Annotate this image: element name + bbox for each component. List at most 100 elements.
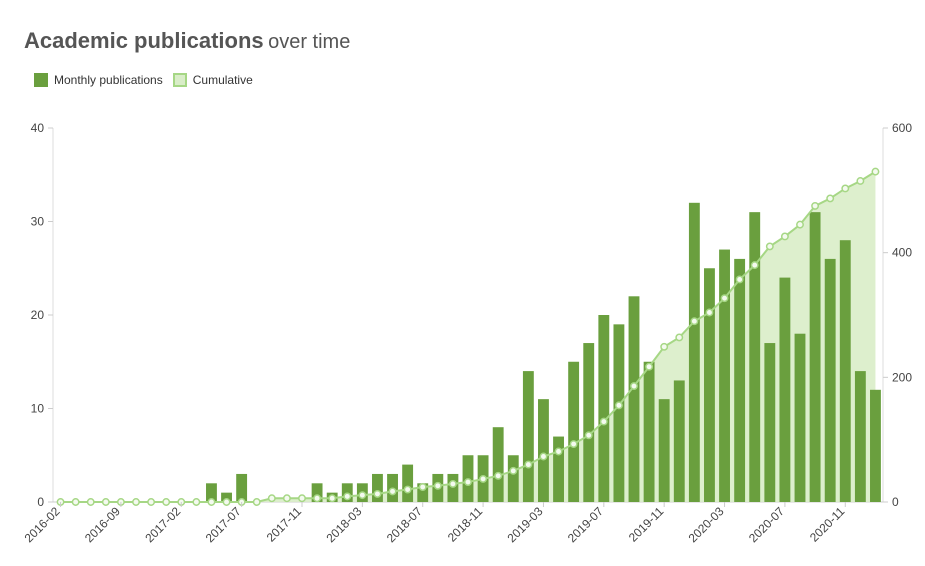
monthly-bar bbox=[719, 250, 730, 502]
cumulative-point bbox=[797, 221, 803, 227]
monthly-bar bbox=[613, 324, 624, 502]
cumulative-point bbox=[389, 488, 395, 494]
y-left-tick-label: 20 bbox=[31, 308, 45, 322]
monthly-bar bbox=[855, 371, 866, 502]
monthly-bar bbox=[553, 437, 564, 502]
cumulative-point bbox=[601, 418, 607, 424]
cumulative-point bbox=[435, 483, 441, 489]
y-left-tick-label: 10 bbox=[31, 402, 45, 416]
monthly-bar bbox=[629, 296, 640, 502]
cumulative-point bbox=[163, 499, 169, 505]
cumulative-point bbox=[782, 233, 788, 239]
cumulative-point bbox=[299, 495, 305, 501]
monthly-bar bbox=[749, 212, 760, 502]
cumulative-point bbox=[767, 243, 773, 249]
x-tick-label: 2019-11 bbox=[626, 504, 667, 545]
x-tick-label: 2016-09 bbox=[82, 504, 123, 545]
x-tick-label: 2017-07 bbox=[203, 504, 244, 545]
monthly-bar bbox=[568, 362, 579, 502]
cumulative-point bbox=[736, 276, 742, 282]
cumulative-point bbox=[374, 491, 380, 497]
cumulative-point bbox=[193, 499, 199, 505]
monthly-bar bbox=[493, 427, 504, 502]
cumulative-point bbox=[676, 334, 682, 340]
cumulative-point bbox=[495, 473, 501, 479]
cumulative-point bbox=[525, 461, 531, 467]
y-right-tick-label: 0 bbox=[892, 495, 899, 509]
monthly-bar bbox=[659, 399, 670, 502]
monthly-bar bbox=[402, 465, 413, 502]
monthly-bar bbox=[689, 203, 700, 502]
cumulative-point bbox=[359, 492, 365, 498]
cumulative-point bbox=[223, 499, 229, 505]
cumulative-point bbox=[133, 499, 139, 505]
y-right-tick-label: 200 bbox=[892, 370, 912, 384]
cumulative-point bbox=[420, 484, 426, 490]
monthly-bar bbox=[674, 380, 685, 502]
x-tick-label: 2017-02 bbox=[142, 504, 183, 545]
monthly-bar bbox=[734, 259, 745, 502]
cumulative-point bbox=[480, 476, 486, 482]
cumulative-point bbox=[540, 453, 546, 459]
x-tick-label: 2017-11 bbox=[264, 504, 305, 545]
y-right-tick-label: 400 bbox=[892, 246, 912, 260]
monthly-bar bbox=[538, 399, 549, 502]
x-tick-label: 2019-07 bbox=[565, 504, 606, 545]
cumulative-point bbox=[465, 479, 471, 485]
cumulative-point bbox=[284, 495, 290, 501]
monthly-bar bbox=[825, 259, 836, 502]
cumulative-point bbox=[450, 481, 456, 487]
cumulative-point bbox=[329, 495, 335, 501]
cumulative-point bbox=[872, 168, 878, 174]
y-left-tick-label: 30 bbox=[31, 215, 45, 229]
monthly-bar bbox=[598, 315, 609, 502]
x-tick-label: 2018-03 bbox=[323, 504, 364, 545]
cumulative-point bbox=[254, 499, 260, 505]
monthly-bar bbox=[644, 362, 655, 502]
monthly-bar bbox=[840, 240, 851, 502]
cumulative-point bbox=[404, 486, 410, 492]
y-left-tick-label: 40 bbox=[31, 121, 45, 135]
monthly-bar bbox=[779, 278, 790, 502]
monthly-bar bbox=[508, 455, 519, 502]
cumulative-point bbox=[661, 344, 667, 350]
cumulative-point bbox=[208, 499, 214, 505]
monthly-bar bbox=[795, 334, 806, 502]
x-tick-label: 2019-03 bbox=[505, 504, 546, 545]
x-tick-label: 2020-07 bbox=[746, 504, 787, 545]
cumulative-point bbox=[148, 499, 154, 505]
cumulative-point bbox=[842, 185, 848, 191]
cumulative-point bbox=[721, 295, 727, 301]
cumulative-point bbox=[510, 468, 516, 474]
cumulative-point bbox=[691, 318, 697, 324]
cumulative-point bbox=[752, 262, 758, 268]
monthly-bar bbox=[583, 343, 594, 502]
cumulative-point bbox=[857, 178, 863, 184]
cumulative-point bbox=[344, 493, 350, 499]
cumulative-point bbox=[616, 402, 622, 408]
x-tick-label: 2020-11 bbox=[807, 504, 848, 545]
y-left-tick-label: 0 bbox=[37, 495, 44, 509]
cumulative-point bbox=[314, 495, 320, 501]
y-right-tick-label: 600 bbox=[892, 121, 912, 135]
cumulative-point bbox=[812, 203, 818, 209]
monthly-bar bbox=[447, 474, 458, 502]
x-tick-label: 2018-07 bbox=[384, 504, 425, 545]
monthly-bar bbox=[704, 268, 715, 502]
cumulative-point bbox=[706, 309, 712, 315]
cumulative-point bbox=[586, 432, 592, 438]
monthly-bar bbox=[870, 390, 881, 502]
cumulative-point bbox=[646, 364, 652, 370]
x-tick-label: 2018-11 bbox=[445, 504, 486, 545]
cumulative-point bbox=[555, 448, 561, 454]
monthly-bar bbox=[764, 343, 775, 502]
monthly-bar bbox=[236, 474, 247, 502]
cumulative-point bbox=[88, 499, 94, 505]
monthly-bar bbox=[810, 212, 821, 502]
cumulative-point bbox=[827, 195, 833, 201]
monthly-bar bbox=[523, 371, 534, 502]
cumulative-point bbox=[72, 499, 78, 505]
x-tick-label: 2016-02 bbox=[22, 504, 63, 545]
cumulative-point bbox=[570, 441, 576, 447]
